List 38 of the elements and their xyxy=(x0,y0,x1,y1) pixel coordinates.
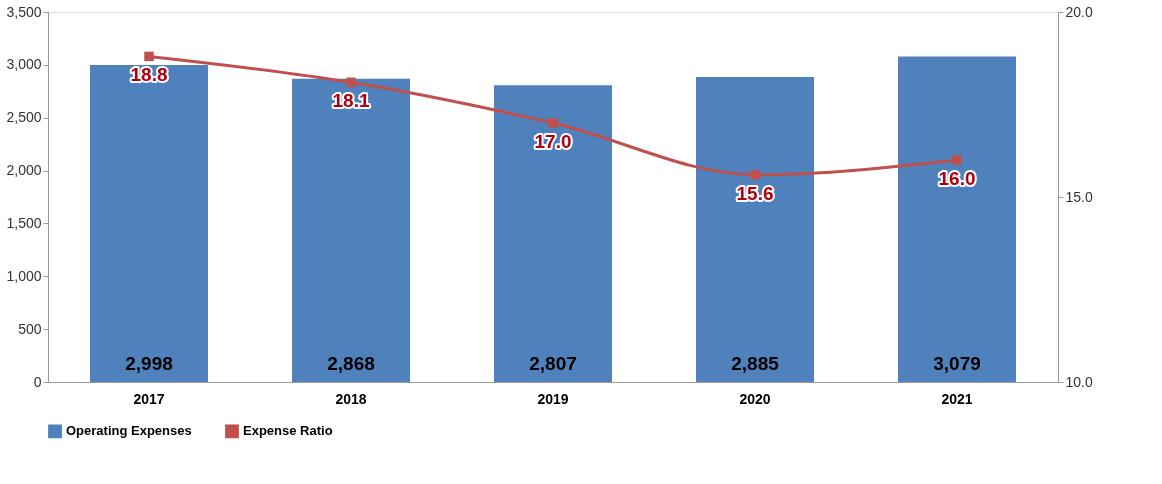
y-tick-label: 1,000 xyxy=(6,267,42,284)
bar xyxy=(494,85,612,382)
data-label: 2,885 xyxy=(731,353,780,374)
data-label: 2,807 xyxy=(529,353,577,374)
bar xyxy=(898,56,1016,382)
point xyxy=(952,155,962,165)
x-tick-label: 2019 xyxy=(537,390,569,407)
bar xyxy=(292,78,410,382)
legend-label: Operating Expenses xyxy=(66,423,192,439)
y2-tick-label: 20.0 xyxy=(1065,3,1093,20)
y-tick-label: 500 xyxy=(18,320,42,337)
data-label: 3,079 xyxy=(933,353,981,374)
data-label: 2,998 xyxy=(125,353,173,374)
y-tick-label: 2,000 xyxy=(6,162,42,179)
data-label: 16.0 xyxy=(938,168,976,189)
y-tick-label: 2,500 xyxy=(6,109,42,126)
data-label: 2,868 xyxy=(327,353,375,374)
y-tick-label: 1,500 xyxy=(6,214,42,231)
legend-label: Expense Ratio xyxy=(243,423,333,439)
y-tick-label: 3,000 xyxy=(6,56,42,73)
y-tick-label: 3,500 xyxy=(6,3,42,20)
x-tick-label: 2017 xyxy=(133,390,165,407)
y2-tick-label: 10.0 xyxy=(1065,373,1093,390)
point xyxy=(346,77,356,88)
point xyxy=(548,118,558,128)
bar xyxy=(696,77,814,382)
data-label: 18.8 xyxy=(130,64,168,86)
data-label: 18.1 xyxy=(332,90,370,112)
point xyxy=(144,51,154,62)
point xyxy=(750,170,760,180)
y-tick-label: 0 xyxy=(33,373,42,390)
x-tick-label: 2021 xyxy=(941,390,973,407)
x-tick-label: 2018 xyxy=(335,390,367,407)
x-tick-label: 2020 xyxy=(739,390,771,407)
data-label: 17.0 xyxy=(534,131,572,152)
data-label: 15.6 xyxy=(736,182,774,204)
y2-tick-label: 15.0 xyxy=(1065,188,1093,205)
bar xyxy=(90,65,208,382)
